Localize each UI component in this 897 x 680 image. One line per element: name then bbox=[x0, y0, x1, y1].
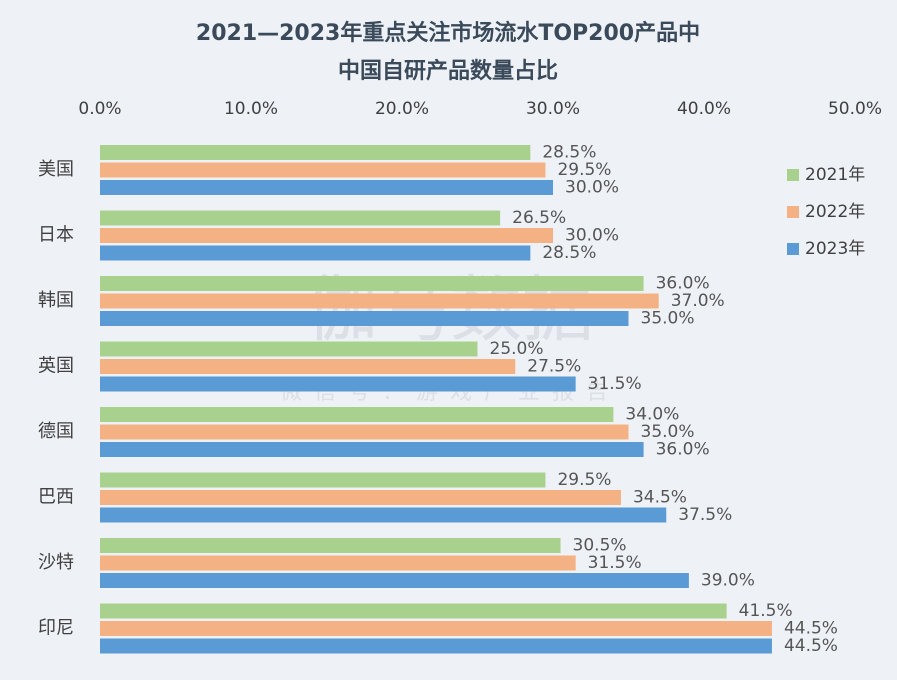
bar bbox=[100, 442, 644, 457]
value-label: 36.0% bbox=[656, 440, 710, 460]
value-label: 35.0% bbox=[641, 309, 695, 329]
x-tick-label: 30.0% bbox=[526, 99, 580, 119]
value-label: 31.5% bbox=[588, 374, 642, 394]
value-label: 34.5% bbox=[633, 488, 687, 508]
value-label: 28.5% bbox=[542, 243, 596, 263]
bar bbox=[100, 311, 629, 326]
bar bbox=[100, 162, 546, 178]
bar bbox=[100, 180, 553, 195]
value-label: 44.5% bbox=[784, 619, 838, 639]
value-label: 44.5% bbox=[784, 636, 838, 656]
bar bbox=[100, 228, 553, 243]
x-tick-label: 50.0% bbox=[828, 99, 882, 119]
bar bbox=[100, 555, 576, 571]
value-label: 35.0% bbox=[641, 422, 695, 442]
value-label: 26.5% bbox=[512, 208, 566, 228]
x-tick-label: 20.0% bbox=[375, 99, 429, 119]
value-label: 25.0% bbox=[490, 339, 544, 359]
value-label: 29.5% bbox=[557, 470, 611, 490]
legend-swatch bbox=[787, 206, 799, 218]
legend-swatch bbox=[787, 243, 799, 255]
bar bbox=[100, 538, 561, 553]
value-label: 27.5% bbox=[527, 357, 581, 377]
y-tick-label: 印尼 bbox=[38, 618, 74, 639]
legend-label: 2021年 bbox=[805, 165, 865, 185]
bar bbox=[100, 145, 531, 160]
x-tick-label: 40.0% bbox=[677, 99, 731, 119]
bar bbox=[100, 276, 644, 291]
value-label: 37.0% bbox=[671, 291, 725, 311]
y-tick-label: 巴西 bbox=[38, 487, 74, 508]
value-label: 41.5% bbox=[739, 601, 793, 621]
value-label: 30.5% bbox=[573, 536, 627, 556]
bar bbox=[100, 507, 667, 523]
bar bbox=[100, 210, 501, 226]
y-tick-label: 韩国 bbox=[38, 290, 74, 311]
bar bbox=[100, 603, 727, 619]
legend-swatch bbox=[787, 169, 799, 181]
bar bbox=[100, 573, 689, 588]
bar bbox=[100, 359, 516, 374]
x-tick-label: 0.0% bbox=[78, 99, 121, 119]
value-label: 39.0% bbox=[701, 571, 755, 591]
value-label: 34.0% bbox=[625, 405, 679, 425]
y-tick-label: 德国 bbox=[38, 421, 74, 442]
value-label: 30.0% bbox=[565, 178, 619, 198]
bar bbox=[100, 638, 772, 654]
value-label: 37.5% bbox=[678, 505, 732, 525]
value-label: 36.0% bbox=[656, 274, 710, 294]
value-label: 28.5% bbox=[542, 143, 596, 163]
bar bbox=[100, 341, 478, 357]
bar bbox=[100, 490, 621, 505]
bar bbox=[100, 293, 659, 309]
bar bbox=[100, 245, 531, 261]
bar bbox=[100, 407, 614, 422]
y-tick-label: 美国 bbox=[38, 159, 74, 180]
value-label: 30.0% bbox=[565, 226, 619, 246]
chart-title: 2021—2023年重点关注市场流水TOP200产品中 bbox=[196, 20, 700, 46]
y-tick-label: 沙特 bbox=[38, 552, 74, 573]
legend-label: 2022年 bbox=[805, 202, 865, 222]
y-tick-label: 英国 bbox=[38, 356, 74, 377]
chart-title: 中国自研产品数量占比 bbox=[338, 58, 558, 84]
bar bbox=[100, 376, 576, 392]
y-tick-label: 日本 bbox=[38, 225, 74, 246]
value-label: 31.5% bbox=[588, 553, 642, 573]
value-label: 29.5% bbox=[557, 160, 611, 180]
bar bbox=[100, 424, 629, 440]
bar bbox=[100, 621, 772, 636]
legend-label: 2023年 bbox=[805, 239, 865, 259]
x-tick-label: 10.0% bbox=[224, 99, 278, 119]
bar bbox=[100, 472, 546, 488]
